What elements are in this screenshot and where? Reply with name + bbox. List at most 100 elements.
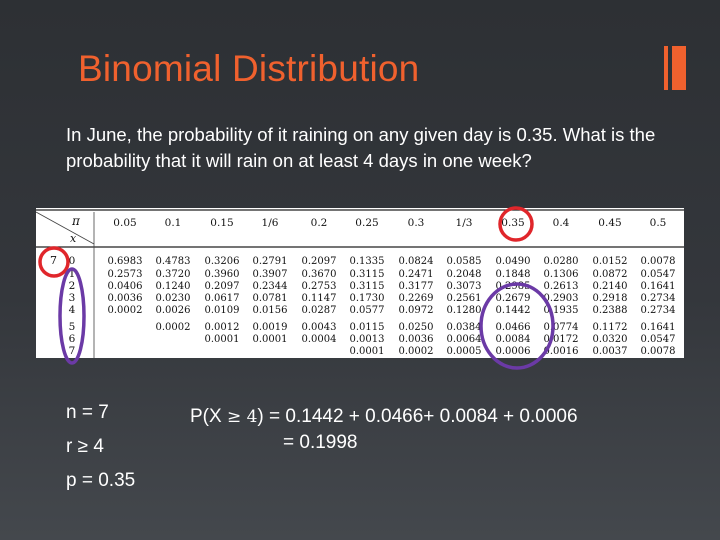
binomial-table: π x 0.05 0.1 0.15 1/6 0.2 0.25 0.3 1/3 0.35 0.4 0.… xyxy=(36,208,684,358)
table-cell: 0.2471 xyxy=(399,269,434,280)
table-cell: 0.3115 xyxy=(350,269,385,280)
table-x-value: 5 xyxy=(69,321,76,333)
table-cell: 0.0547 xyxy=(641,269,676,280)
table-cell: 0.0012 xyxy=(205,322,240,333)
table-cell: 0.0109 xyxy=(205,305,240,316)
table-cell: 0.0036 xyxy=(399,334,434,345)
table-cells: 0.6983 0.4783 0.3206 0.2791 0.2097 0.1335 0.08… xyxy=(108,256,676,357)
table-cell: 0.1641 xyxy=(641,281,676,292)
table-x-value: 3 xyxy=(69,292,76,304)
table-cell: 0.0230 xyxy=(156,293,191,304)
table-x-value: 4 xyxy=(69,304,76,316)
table-cell: 0.1335 xyxy=(350,256,385,267)
table-x-value: 0 xyxy=(69,255,76,267)
table-cell: 0.2140 xyxy=(593,281,628,292)
table-cell: 0.2573 xyxy=(108,269,143,280)
table-cell: 0.2753 xyxy=(302,281,337,292)
table-cell: 0.0005 xyxy=(447,346,482,357)
param-p: p = 0.35 xyxy=(66,470,136,491)
table-cell: 0.0156 xyxy=(253,305,288,316)
table-cell: 0.0036 xyxy=(108,293,143,304)
table-x-value: 2 xyxy=(69,280,76,292)
table-cell: 0.3960 xyxy=(205,269,240,280)
table-cell: 0.2097 xyxy=(302,256,337,267)
table-cell: 0.0490 xyxy=(496,256,531,267)
table-cell: 0.0585 xyxy=(447,256,482,267)
table-cell: 0.2734 xyxy=(641,293,676,304)
table-cell: 0.1240 xyxy=(156,281,191,292)
table-cell: 0.1306 xyxy=(544,269,579,280)
table-cell: 0.1280 xyxy=(447,305,482,316)
table-cell: 0.2734 xyxy=(641,305,676,316)
table-header: 1/6 xyxy=(262,217,279,229)
x-label: x xyxy=(70,232,77,245)
table-cell: 0.1147 xyxy=(302,293,337,304)
table-cell: 0.0026 xyxy=(156,305,191,316)
table-cell: 0.6983 xyxy=(108,256,143,267)
calc-ge: ≥ 4 xyxy=(226,407,258,427)
table-cell: 0.1641 xyxy=(641,322,676,333)
table-cell: 0.0781 xyxy=(253,293,288,304)
binomial-table-svg: π x 0.05 0.1 0.15 1/6 0.2 0.25 0.3 1/3 0.35 0.4 0.… xyxy=(36,209,684,358)
table-cell: 0.2097 xyxy=(205,281,240,292)
table-header: 0.15 xyxy=(210,217,233,229)
table-cell: 0.0152 xyxy=(593,256,628,267)
table-x-value: 6 xyxy=(69,333,76,345)
table-cell: 0.0972 xyxy=(399,305,434,316)
table-cell: 0.0250 xyxy=(399,322,434,333)
slide-title: Binomial Distribution xyxy=(78,48,420,89)
table-cell: 0.0406 xyxy=(108,281,143,292)
table-cell: 0.0001 xyxy=(350,346,385,357)
table-header: 0.5 xyxy=(650,217,667,229)
table-rules xyxy=(36,209,684,358)
table-cell: 0.0006 xyxy=(496,346,531,357)
table-header: 0.05 xyxy=(113,217,136,229)
table-cell: 0.0078 xyxy=(641,346,676,357)
parameters: n = 7 r ≥ 4 p = 0.35 xyxy=(66,396,135,498)
table-headers: 0.05 0.1 0.15 1/6 0.2 0.25 0.3 1/3 0.35 0.4 0.45 0.… xyxy=(113,217,666,229)
table-cell: 0.4783 xyxy=(156,256,191,267)
table-cell: 0.0384 xyxy=(447,322,482,333)
table-header: 0.1 xyxy=(165,217,182,229)
table-cell: 0.0001 xyxy=(253,334,288,345)
table-cell: 0.0019 xyxy=(253,322,288,333)
table-x-value: 1 xyxy=(69,268,76,280)
calc-line-1: P(X ≥ 4) = 0.1442 + 0.0466+ 0.0084 + 0.0… xyxy=(190,404,578,430)
table-cell: 0.0078 xyxy=(641,256,676,267)
question-text: In June, the probability of it raining o… xyxy=(66,124,656,171)
table-cell: 0.2791 xyxy=(253,256,288,267)
table-cell: 0.1172 xyxy=(593,322,628,333)
table-header: 0.4 xyxy=(553,217,570,229)
table-cell: 0.0280 xyxy=(544,256,579,267)
table-cell: 0.2903 xyxy=(544,293,579,304)
table-cell: 0.0013 xyxy=(350,334,385,345)
table-cell: 0.0002 xyxy=(399,346,434,357)
table-cell: 0.0824 xyxy=(399,256,434,267)
table-cell: 0.0037 xyxy=(593,346,628,357)
table-cell: 0.0016 xyxy=(544,346,579,357)
table-cell: 0.0547 xyxy=(641,334,676,345)
table-cell: 0.0287 xyxy=(302,305,337,316)
table-cell: 0.1730 xyxy=(350,293,385,304)
calc-lhs-close: ) = 0.1442 + 0.0466+ 0.0084 + 0.0006 xyxy=(257,406,578,427)
table-cell: 0.0002 xyxy=(108,305,143,316)
calculation: P(X ≥ 4) = 0.1442 + 0.0466+ 0.0084 + 0.0… xyxy=(190,404,578,456)
table-cell: 0.0466 xyxy=(496,322,531,333)
table-header: 0.35 xyxy=(501,217,524,229)
table-cell: 0.2561 xyxy=(447,293,482,304)
table-cell: 0.2985 xyxy=(496,281,531,292)
calc-lhs-open: P(X xyxy=(190,406,227,427)
table-cell: 0.2679 xyxy=(496,293,531,304)
table-cell: 0.1935 xyxy=(544,305,579,316)
table-header: 0.2 xyxy=(311,217,328,229)
table-cell: 0.0577 xyxy=(350,305,385,316)
table-cell: 0.3073 xyxy=(447,281,482,292)
table-x-value: 7 xyxy=(69,345,76,357)
table-cell: 0.0617 xyxy=(205,293,240,304)
table-cell: 0.3115 xyxy=(350,281,385,292)
table-header: 0.25 xyxy=(355,217,378,229)
table-cell: 0.2048 xyxy=(447,269,482,280)
table-cell: 0.0064 xyxy=(447,334,482,345)
table-cell: 0.0004 xyxy=(302,334,337,345)
